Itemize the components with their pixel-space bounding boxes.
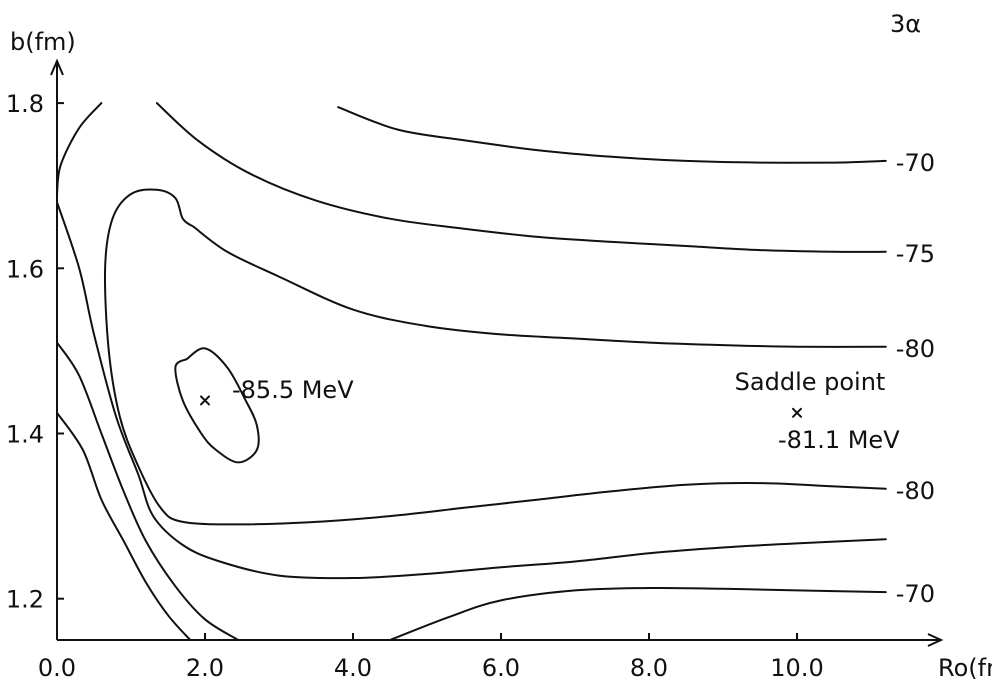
y-tick-label: 1.6 [6, 255, 44, 283]
y-axis-label: b(fm) [10, 28, 76, 56]
saddle-point-marker [792, 407, 802, 418]
minimum-point-marker [200, 395, 210, 406]
y-axis-arrow-icon [50, 58, 64, 76]
contour-line [56, 201, 887, 580]
contour-level-label: -75 [896, 240, 935, 268]
contour-level-label: -70 [896, 149, 935, 177]
contour-level-label: -80 [896, 335, 935, 363]
labels: 0.0 2.0 4.0 6.0 8.0 10.0 1.2 1.4 1.6 1.8 Ro(fm) b(f… [6, 10, 992, 682]
contour-line [389, 586, 887, 641]
contour-line [337, 106, 887, 164]
x-axis-label: Ro(fm) [938, 654, 992, 682]
x-tick-label: 8.0 [630, 654, 668, 682]
contour-line [56, 102, 103, 195]
x-tick-label: 0.0 [38, 654, 76, 682]
chart-title: 3α [890, 10, 921, 38]
axes [50, 58, 944, 647]
contour-line [56, 341, 240, 641]
x-tick-label: 10.0 [770, 654, 823, 682]
x-tick-label: 6.0 [482, 654, 520, 682]
saddle-point-heading: Saddle point [735, 368, 886, 396]
contour-line [192, 226, 887, 348]
contour-line [103, 188, 887, 526]
minimum-energy-label: -85.5 MeV [232, 376, 354, 404]
contour-lines [56, 102, 887, 641]
contour-level-label: -70 [896, 580, 935, 608]
contour-line [56, 411, 192, 641]
contour-line [155, 102, 887, 253]
x-tick-label: 4.0 [334, 654, 372, 682]
y-tick-label: 1.4 [6, 421, 44, 449]
contour-level-label: -80 [896, 477, 935, 505]
x-tick-label: 2.0 [186, 654, 224, 682]
saddle-point-energy-label: -81.1 MeV [778, 426, 900, 454]
y-tick-label: 1.2 [6, 586, 44, 614]
y-tick-label: 1.8 [6, 90, 44, 118]
x-axis-arrow-icon [927, 633, 944, 647]
minimum-contour-line [174, 347, 260, 464]
